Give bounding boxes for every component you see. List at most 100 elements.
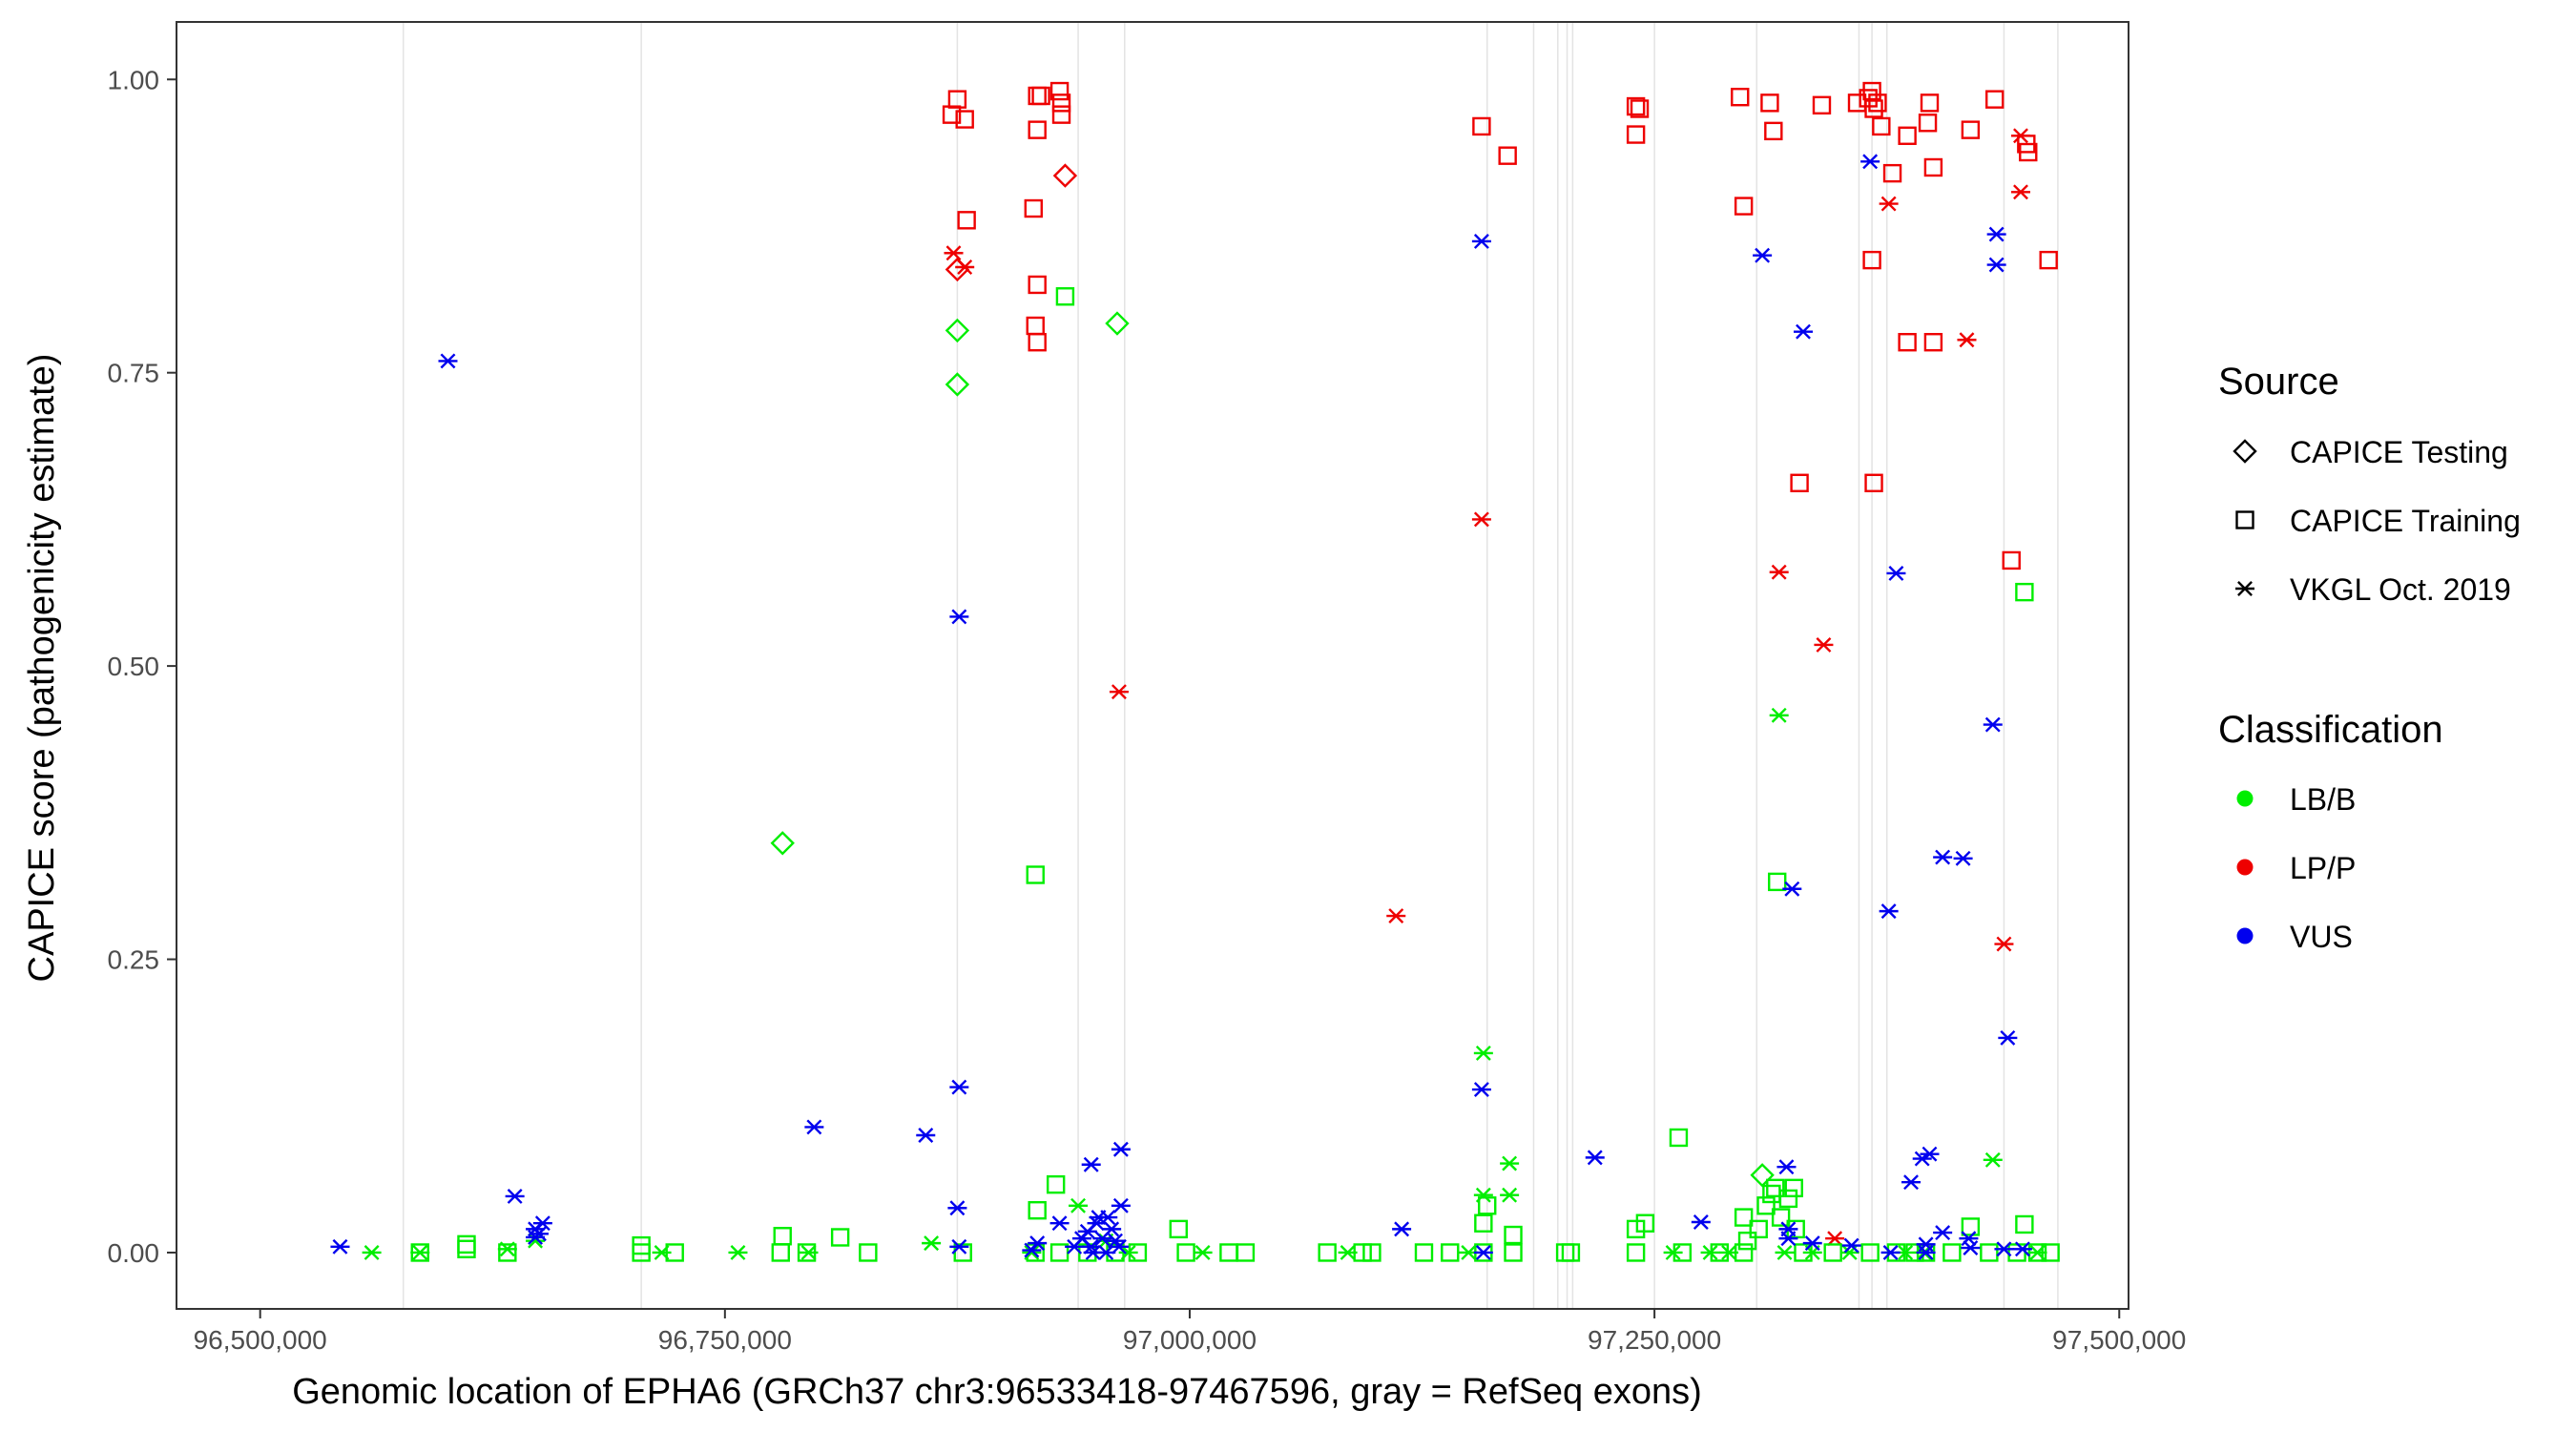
data-point [1626,96,1646,116]
data-point [1802,1235,1822,1252]
data-point [1474,1213,1493,1233]
legend-class-label-lpp: LP/P [2290,851,2356,885]
data-point [1473,1187,1493,1203]
data-point [532,1215,552,1232]
data-point [1028,1201,1047,1220]
data-point [1049,81,1070,101]
data-point [497,1241,517,1257]
legend-source-key-diamond-icon [2233,439,2257,464]
y-tick-label: 1.00 [108,65,160,94]
data-point [1626,1243,1646,1262]
data-point [1961,120,1981,139]
data-point [1923,157,1943,177]
data-point [1051,105,1071,124]
data-point [1986,257,2006,273]
data-point [1953,850,1973,866]
data-point [1386,908,1406,923]
data-point [1812,95,1832,115]
data-point [1028,275,1047,295]
data-point [1756,1196,1776,1215]
data-point [1338,1245,1358,1260]
data-point [1771,1208,1791,1227]
data-point [1118,1245,1138,1260]
legend-source-label-training: CAPICE Training [2290,504,2521,538]
data-point [1864,473,1883,492]
data-point [1049,1215,1070,1232]
data-point [945,372,970,397]
x-tick-label: 97,000,000 [1123,1325,1257,1355]
legend-class-key-dot-icon [2236,790,2254,807]
data-point [1504,1243,1523,1262]
data-point [1860,154,1880,170]
data-point [1500,1187,1520,1203]
data-point [1994,1241,2014,1257]
data-point [505,1188,525,1204]
data-point [1441,1243,1460,1262]
data-point [1879,196,1899,212]
data-point [1046,1174,1066,1194]
data-point [1585,1150,1605,1166]
legend-source: Source CAPICE Testing CAPICE Training VK… [2218,361,2521,607]
data-point [632,1235,651,1255]
data-point [1024,198,1043,218]
data-point [1626,1219,1646,1239]
data-point [1111,1197,1131,1213]
data-point [1841,1237,1861,1254]
data-point [1879,903,1899,920]
data-point [1471,234,1491,249]
data-point [1980,1243,1999,1262]
data-point [1473,1045,1493,1061]
data-point [1778,1231,1798,1247]
data-point [1028,333,1047,352]
data-point [1081,1156,1101,1172]
data-point [1626,125,1646,144]
data-point [773,1227,792,1246]
data-point [410,1245,430,1260]
data-point [1691,1214,1711,1230]
x-axis-label: Genomic location of EPHA6 (GRCh37 chr3:9… [292,1372,1702,1412]
data-point [1886,566,1906,581]
y-tick-label: 0.75 [108,359,160,388]
data-point [1898,333,1917,352]
y-tick-label: 0.25 [108,945,160,975]
data-point [830,1228,850,1247]
data-point [1055,287,1075,306]
data-point [945,318,970,343]
data-point [944,245,964,261]
data-point [1193,1245,1213,1260]
data-point [1719,1245,1739,1260]
data-point [438,353,458,369]
data-point [2015,1214,2034,1234]
data-point [799,1245,819,1260]
data-point [1028,1235,1048,1252]
data-point [1923,333,1943,352]
data-point [1769,707,1789,723]
data-point [1764,121,1783,141]
data-point [1105,311,1130,336]
data-point [2019,142,2038,162]
data-point [1825,1231,1845,1247]
legend-classification-title: Classification [2218,709,2443,751]
data-point [804,1119,824,1135]
data-point [1498,146,1517,165]
data-point [1111,1141,1131,1157]
data-point [1630,99,1650,118]
legend-class-label-lbb: LB/B [2290,782,2356,817]
data-point [1098,1210,1118,1226]
data-point [1109,1238,1129,1255]
legend-source-key-square-icon [2235,510,2254,529]
data-point [1768,872,1787,892]
data-point [1766,1178,1785,1198]
data-point [1472,116,1491,136]
data-point [1769,564,1789,580]
data-point [947,1200,967,1216]
data-point [1983,1151,2003,1168]
data-point [1920,93,1940,113]
data-point [1473,1245,1493,1260]
data-point [1169,1219,1188,1239]
legend-class-key-dot-icon [2236,927,2254,944]
data-point [1362,1243,1381,1262]
data-point [1028,120,1047,139]
data-point [1760,93,1779,113]
data-point [1635,1213,1655,1233]
